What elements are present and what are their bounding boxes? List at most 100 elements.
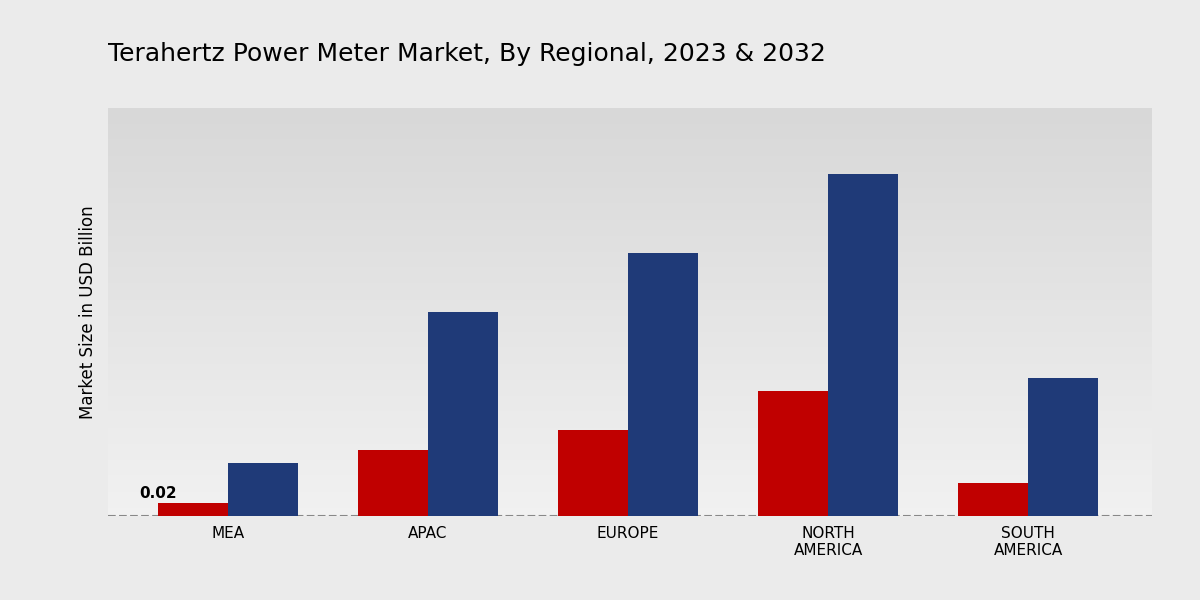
Bar [108, 315, 1152, 316]
Bar [108, 388, 1152, 389]
Bar [108, 377, 1152, 379]
Bar [108, 445, 1152, 446]
Bar [108, 194, 1152, 195]
Bar [108, 290, 1152, 292]
Bar [108, 199, 1152, 200]
Bar [108, 372, 1152, 373]
Bar [108, 184, 1152, 185]
Bar [108, 380, 1152, 382]
Bar [108, 407, 1152, 409]
Bar [108, 319, 1152, 320]
Bar [108, 185, 1152, 187]
Bar [108, 113, 1152, 115]
Bar [1028, 378, 1098, 516]
Bar [108, 324, 1152, 326]
Bar [108, 452, 1152, 454]
Bar [108, 342, 1152, 343]
Bar [108, 230, 1152, 232]
Bar [108, 437, 1152, 439]
Bar [108, 493, 1152, 494]
Bar [108, 131, 1152, 133]
Bar [108, 491, 1152, 493]
Bar [108, 506, 1152, 508]
Bar [108, 329, 1152, 331]
Bar [108, 295, 1152, 296]
Bar [108, 346, 1152, 347]
Bar [108, 478, 1152, 479]
Bar [108, 370, 1152, 372]
Bar [108, 335, 1152, 337]
Bar [108, 331, 1152, 332]
Bar [108, 490, 1152, 491]
Bar [108, 125, 1152, 127]
Bar [108, 226, 1152, 227]
Bar [108, 277, 1152, 278]
Bar [108, 274, 1152, 275]
Bar [108, 138, 1152, 139]
Bar [108, 350, 1152, 352]
Bar [108, 484, 1152, 485]
Bar [108, 411, 1152, 413]
Bar [108, 461, 1152, 463]
Bar [108, 225, 1152, 226]
Bar [108, 497, 1152, 499]
Bar [108, 227, 1152, 229]
Bar [108, 119, 1152, 120]
Bar [108, 278, 1152, 280]
Bar [108, 211, 1152, 213]
Bar [108, 369, 1152, 370]
Bar [108, 428, 1152, 429]
Bar [108, 154, 1152, 155]
Bar [108, 140, 1152, 142]
Bar [108, 149, 1152, 150]
Bar [108, 400, 1152, 402]
Bar [158, 503, 228, 516]
Bar [108, 275, 1152, 277]
Bar [108, 509, 1152, 511]
Bar [108, 399, 1152, 400]
Bar [108, 436, 1152, 437]
Bar [108, 198, 1152, 199]
Bar [108, 338, 1152, 339]
Bar [108, 431, 1152, 433]
Bar [108, 163, 1152, 164]
Bar [108, 178, 1152, 179]
Bar [108, 221, 1152, 222]
Bar [108, 128, 1152, 130]
Bar [108, 285, 1152, 286]
Bar [108, 487, 1152, 489]
Bar [108, 353, 1152, 354]
Bar [108, 379, 1152, 380]
Bar [108, 395, 1152, 397]
Bar [108, 419, 1152, 421]
Bar [108, 224, 1152, 225]
Bar [108, 415, 1152, 417]
Y-axis label: Market Size in USD Billion: Market Size in USD Billion [79, 205, 97, 419]
Bar [108, 241, 1152, 242]
Bar [108, 280, 1152, 281]
Bar [108, 213, 1152, 214]
Bar [108, 252, 1152, 254]
Bar [108, 245, 1152, 247]
Bar [108, 235, 1152, 236]
Bar [358, 450, 428, 516]
Bar [108, 511, 1152, 512]
Bar [108, 139, 1152, 140]
Bar [108, 181, 1152, 183]
Bar [108, 368, 1152, 369]
Bar [108, 307, 1152, 308]
Bar [108, 343, 1152, 344]
Bar [108, 323, 1152, 324]
Bar [108, 499, 1152, 500]
Bar [108, 133, 1152, 134]
Bar [108, 402, 1152, 403]
Bar [108, 145, 1152, 146]
Bar [108, 460, 1152, 461]
Bar [108, 339, 1152, 341]
Bar [108, 195, 1152, 196]
Bar [108, 359, 1152, 361]
Bar [108, 200, 1152, 202]
Bar [558, 430, 628, 516]
Bar [108, 232, 1152, 233]
Bar [108, 134, 1152, 135]
